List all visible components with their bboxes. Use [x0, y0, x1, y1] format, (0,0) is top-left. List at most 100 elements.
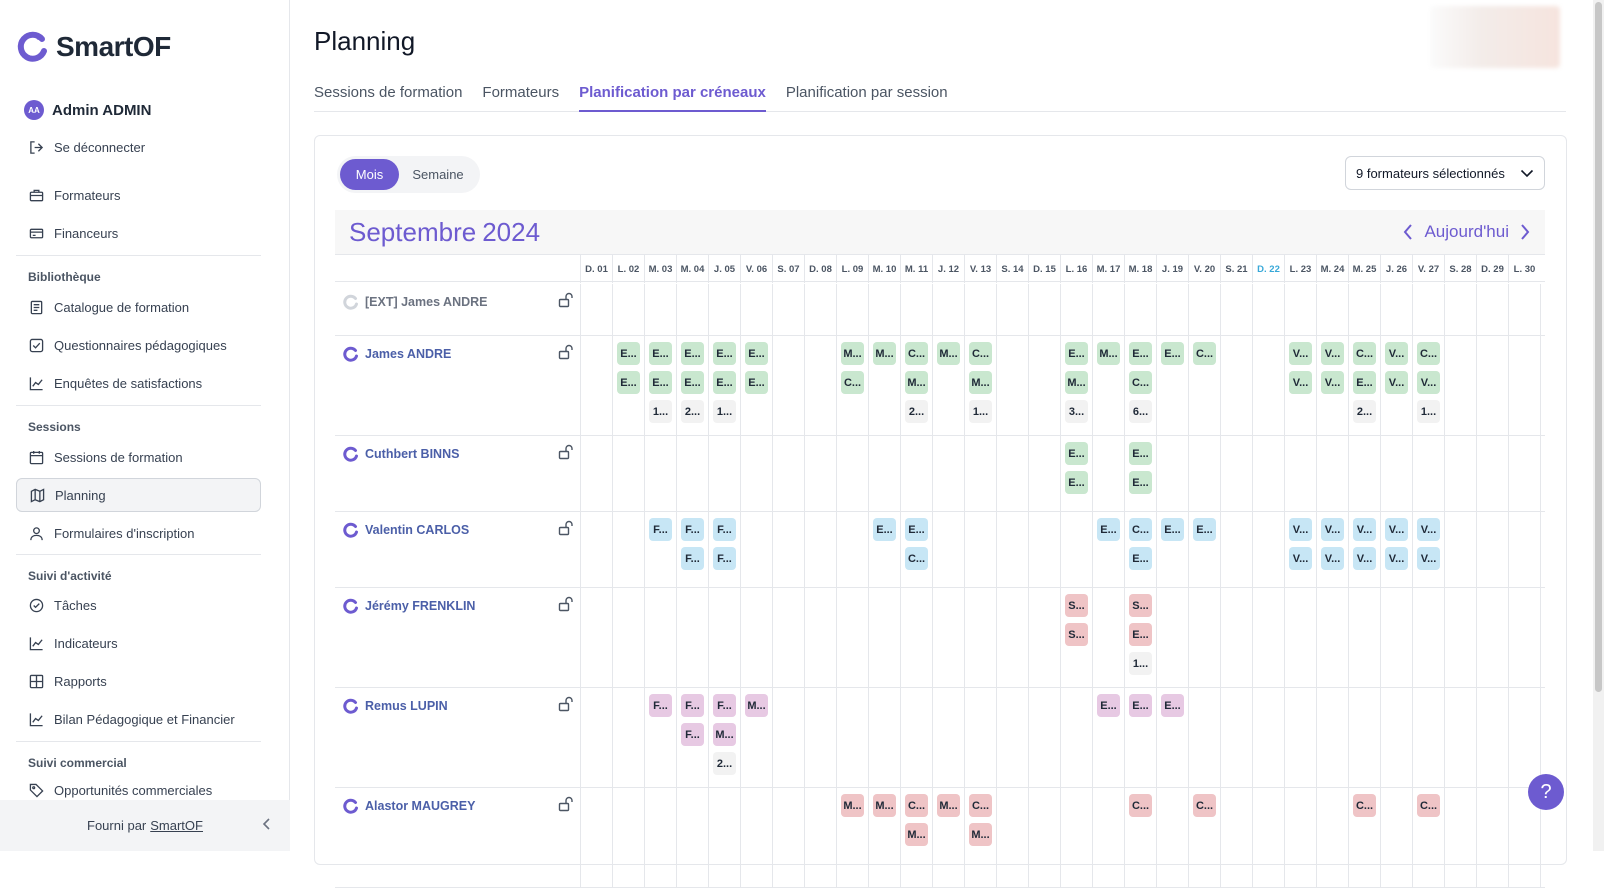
planning-event[interactable]: M...	[713, 723, 736, 746]
planning-event[interactable]: C...	[1129, 794, 1152, 817]
planning-event[interactable]: E...	[713, 371, 736, 394]
planning-event[interactable]: E...	[745, 371, 768, 394]
planning-event[interactable]: F...	[681, 518, 704, 541]
unlock-icon[interactable]	[557, 796, 573, 817]
sidebar-item-opportunites[interactable]: Opportunités commerciales	[16, 775, 261, 805]
planning-event[interactable]: E...	[713, 342, 736, 365]
planning-event[interactable]: V...	[1417, 371, 1440, 394]
planning-event[interactable]: V...	[1321, 518, 1344, 541]
planning-event[interactable]: V...	[1321, 371, 1344, 394]
planning-event[interactable]: M...	[841, 794, 864, 817]
unlock-icon[interactable]	[557, 596, 573, 617]
chevron-right-icon[interactable]	[1519, 223, 1531, 241]
planning-event[interactable]: V...	[1385, 342, 1408, 365]
planning-event[interactable]: V...	[1353, 518, 1376, 541]
sidebar-item-sessions[interactable]: Sessions de formation	[16, 440, 261, 474]
planning-event[interactable]: C...	[1417, 794, 1440, 817]
sidebar-item-financeurs[interactable]: Financeurs	[16, 216, 261, 250]
planning-event[interactable]: E...	[649, 342, 672, 365]
planning-event[interactable]: C...	[905, 547, 928, 570]
planning-event[interactable]: C...	[905, 794, 928, 817]
planning-event[interactable]: 3...	[1065, 400, 1088, 423]
planning-event[interactable]: M...	[937, 342, 960, 365]
chevron-left-icon[interactable]	[1402, 223, 1414, 241]
planning-event[interactable]: E...	[1129, 623, 1152, 646]
planning-event[interactable]: 1...	[649, 400, 672, 423]
planning-event[interactable]: 2...	[713, 752, 736, 775]
trainer-select[interactable]: 9 formateurs sélectionnés	[1345, 156, 1545, 190]
planning-event[interactable]: E...	[649, 371, 672, 394]
planning-event[interactable]: 1...	[969, 400, 992, 423]
planning-event[interactable]: C...	[905, 342, 928, 365]
sidebar-item-planning[interactable]: Planning	[16, 478, 261, 512]
planning-event[interactable]: E...	[873, 518, 896, 541]
planning-event[interactable]: C...	[1193, 794, 1216, 817]
planning-event[interactable]: M...	[937, 794, 960, 817]
sidebar-item-catalogue[interactable]: Catalogue de formation	[16, 290, 261, 324]
planning-event[interactable]: E...	[745, 342, 768, 365]
brand-logo[interactable]: SmartOF	[16, 30, 171, 64]
planning-event[interactable]: C...	[969, 342, 992, 365]
planning-event[interactable]: E...	[1161, 342, 1184, 365]
week-view-button[interactable]: Semaine	[412, 167, 464, 182]
planning-event[interactable]: E...	[1065, 471, 1088, 494]
planning-event[interactable]: M...	[1097, 342, 1120, 365]
trainer-name[interactable]: Valentin CARLOS	[343, 522, 469, 538]
planning-event[interactable]: E...	[1129, 694, 1152, 717]
planning-event[interactable]: C...	[841, 371, 864, 394]
planning-event[interactable]: 1...	[1129, 652, 1152, 675]
planning-event[interactable]: S...	[1129, 594, 1152, 617]
planning-event[interactable]: M...	[905, 823, 928, 846]
planning-event[interactable]: E...	[1193, 518, 1216, 541]
unlock-icon[interactable]	[557, 696, 573, 717]
planning-event[interactable]: S...	[1065, 623, 1088, 646]
planning-event[interactable]: E...	[1129, 442, 1152, 465]
month-view-button[interactable]: Mois	[340, 159, 399, 190]
planning-event[interactable]: V...	[1385, 547, 1408, 570]
planning-event[interactable]: E...	[681, 342, 704, 365]
planning-event[interactable]: E...	[1129, 471, 1152, 494]
planning-event[interactable]: E...	[681, 371, 704, 394]
unlock-icon[interactable]	[557, 292, 573, 313]
planning-event[interactable]: C...	[969, 794, 992, 817]
planning-event[interactable]: E...	[617, 342, 640, 365]
sidebar-item-formateurs[interactable]: Formateurs	[16, 178, 261, 212]
planning-event[interactable]: 2...	[681, 400, 704, 423]
planning-event[interactable]: V...	[1385, 518, 1408, 541]
planning-event[interactable]: V...	[1321, 547, 1344, 570]
scrollbar-thumb[interactable]	[1595, 2, 1602, 692]
planning-event[interactable]: V...	[1417, 518, 1440, 541]
planning-event[interactable]: M...	[969, 823, 992, 846]
tab-planification-creneaux[interactable]: Planification par créneaux	[579, 84, 766, 112]
planning-event[interactable]: E...	[1065, 342, 1088, 365]
planning-event[interactable]: F...	[713, 518, 736, 541]
footer-link[interactable]: SmartOF	[150, 818, 203, 833]
planning-event[interactable]: V...	[1289, 342, 1312, 365]
trainer-name[interactable]: [EXT] James ANDRE	[343, 294, 488, 310]
planning-event[interactable]: C...	[1417, 342, 1440, 365]
planning-event[interactable]: F...	[713, 547, 736, 570]
planning-event[interactable]: M...	[873, 794, 896, 817]
planning-event[interactable]: F...	[681, 547, 704, 570]
planning-event[interactable]: C...	[1129, 518, 1152, 541]
planning-event[interactable]: F...	[681, 694, 704, 717]
trainer-name[interactable]: Remus LUPIN	[343, 698, 448, 714]
planning-event[interactable]: E...	[1161, 518, 1184, 541]
planning-event[interactable]: M...	[1065, 371, 1088, 394]
planning-event[interactable]: 6...	[1129, 400, 1152, 423]
planning-event[interactable]: C...	[1129, 371, 1152, 394]
planning-event[interactable]: C...	[1353, 342, 1376, 365]
trainer-name[interactable]: Jérémy FRENKLIN	[343, 598, 475, 614]
planning-event[interactable]: F...	[649, 694, 672, 717]
planning-event[interactable]: E...	[617, 371, 640, 394]
sidebar-item-taches[interactable]: Tâches	[16, 588, 261, 622]
planning-event[interactable]: 1...	[1417, 400, 1440, 423]
help-button[interactable]: ?	[1528, 774, 1564, 810]
sidebar-item-questionnaires[interactable]: Questionnaires pédagogiques	[16, 328, 261, 362]
tab-formateurs[interactable]: Formateurs	[482, 84, 560, 101]
tab-sessions[interactable]: Sessions de formation	[314, 84, 463, 101]
planning-event[interactable]: M...	[873, 342, 896, 365]
trainer-name[interactable]: Alastor MAUGREY	[343, 798, 475, 814]
unlock-icon[interactable]	[557, 344, 573, 365]
logout-link[interactable]: Se déconnecter	[16, 130, 261, 164]
